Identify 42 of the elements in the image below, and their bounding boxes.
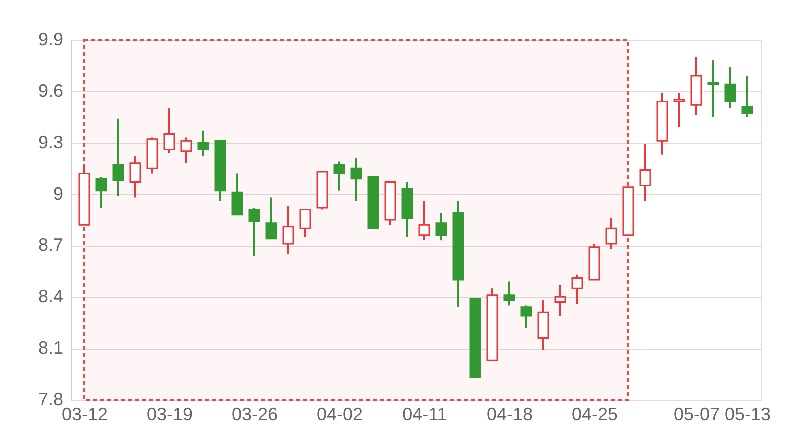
- candlestick: [572, 274, 584, 305]
- candlestick: [724, 66, 736, 110]
- candlestick: [198, 130, 210, 158]
- y-tick-label: 9: [53, 184, 64, 204]
- y-tick-label: 8.1: [38, 338, 64, 358]
- y-tick-label: 9.6: [38, 80, 64, 101]
- candlestick: [674, 92, 686, 128]
- candlestick: [164, 108, 176, 154]
- candlestick: [436, 212, 448, 242]
- x-tick-label: 04-18: [486, 404, 534, 424]
- y-tick-label: 8.4: [38, 286, 64, 307]
- x-tick-label: 03-26: [232, 404, 278, 424]
- candlestick: [300, 208, 312, 238]
- candlestick: [112, 118, 124, 197]
- candlestick: [708, 60, 720, 118]
- y-tick-label: 8.7: [38, 235, 64, 256]
- x-tick-label: 03-19: [146, 404, 194, 424]
- candlestick: [282, 205, 294, 256]
- x-tick-label: 05-07: [674, 404, 720, 424]
- candlestick: [554, 284, 566, 317]
- x-tick-label: 05-13: [724, 404, 772, 424]
- x-tick-label: 04-02: [316, 404, 364, 424]
- candlestick: [130, 156, 142, 199]
- candlestick: [418, 200, 430, 242]
- candlestick: [350, 157, 362, 202]
- y-tick-label: 7.8: [38, 390, 64, 410]
- y-tick-label: 9.9: [38, 30, 64, 50]
- candlestick: [504, 280, 516, 307]
- candlestick: [334, 160, 346, 192]
- candlestick: [520, 304, 532, 329]
- candlestick: [232, 172, 244, 216]
- x-tick-label: 03-12: [62, 404, 108, 424]
- candlestick: [180, 136, 192, 164]
- x-tick-label: 04-11: [402, 404, 448, 424]
- candlestick: [266, 196, 278, 240]
- candlestick: [606, 217, 618, 250]
- candlestick: [640, 144, 652, 202]
- candlestick: [742, 75, 754, 118]
- x-tick-label: 04-25: [572, 404, 618, 424]
- candlestick: [248, 207, 260, 257]
- candlestick: [96, 176, 108, 209]
- y-tick-label: 9.3: [38, 132, 64, 152]
